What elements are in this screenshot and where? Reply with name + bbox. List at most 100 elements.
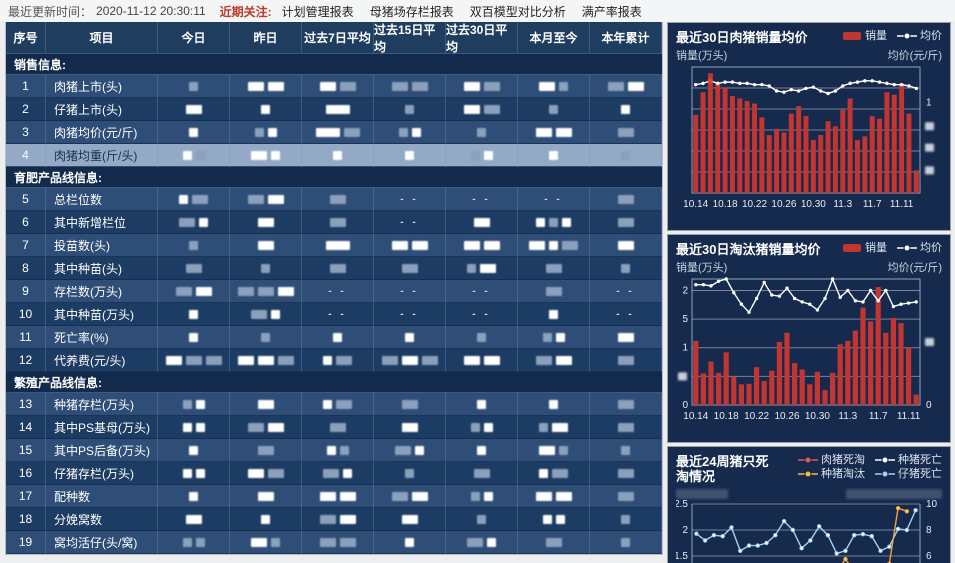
legend-item[interactable]: 种猪死亡 [875, 453, 942, 467]
row-number: 2 [6, 98, 46, 121]
table-row[interactable]: 2 仔猪上市(头) [6, 98, 662, 121]
redacted-blob [529, 240, 545, 250]
table-row[interactable]: 6 其中新增栏位 - - [6, 211, 662, 234]
table-row[interactable]: 5 总栏位数 - - - - - - [6, 188, 662, 211]
column-header: 本年累计 [590, 22, 662, 54]
table-row[interactable]: 4 肉猪均重(斤/头) [6, 144, 662, 167]
row-number: 14 [6, 416, 46, 439]
redacted-blob [179, 194, 188, 204]
redacted-value-cell [518, 121, 590, 144]
redacted-value-cell [518, 508, 590, 531]
redacted-blob [607, 81, 624, 91]
weekly-mortality-chart: 2.5 10 2 8 1.5 6 [676, 500, 938, 563]
redacted-blob [617, 217, 634, 227]
redacted-blob [617, 422, 634, 432]
nav-link-report[interactable]: 计划管理报表 [281, 4, 354, 19]
redacted-value-cell [374, 234, 446, 257]
table-row[interactable]: 13 种猪存栏(万头) [6, 393, 662, 416]
row-number: 13 [6, 393, 46, 416]
svg-text:10.18: 10.18 [714, 411, 739, 422]
redacted-blob [329, 217, 346, 227]
redacted-blob [182, 150, 192, 160]
redacted-blob [617, 399, 634, 409]
redacted-value-cell [230, 349, 302, 372]
redacted-blob [189, 127, 198, 137]
table-row[interactable]: 17 配种数 [6, 485, 662, 508]
redacted-blob [483, 240, 500, 250]
legend-item[interactable]: 肉猪死淘 [798, 453, 865, 467]
redacted-value-cell [446, 349, 518, 372]
table-row[interactable]: 12 代养费(元/头) [6, 349, 662, 372]
chart-legend: 肉猪死淘 种猪死亡 种猪淘汰 仔猪死亡 [777, 453, 942, 481]
table-row[interactable]: 3 肉猪均价(元/斤) [6, 121, 662, 144]
redacted-value-cell [230, 75, 302, 98]
legend-item[interactable]: 销量 [842, 29, 887, 43]
redacted-value-cell [590, 211, 662, 234]
table-row[interactable]: 9 存栏数(万头) - - - - - - - - [6, 280, 662, 303]
redacted-blob [470, 491, 480, 501]
redacted-blob [549, 104, 558, 114]
redacted-blob [535, 491, 552, 501]
table-row[interactable]: 10 其中种苗(万头) - - - - - - - - [6, 303, 662, 326]
redacted-blob [267, 127, 277, 137]
redacted-blob [552, 468, 568, 478]
legend-label: 种猪淘汰 [821, 468, 865, 480]
redacted-blob [189, 491, 198, 501]
table-row[interactable]: 7 投苗数(头) [6, 234, 662, 257]
legend-label: 销量 [865, 30, 887, 42]
redacted-blob [326, 445, 336, 455]
redacted-value-cell [518, 349, 590, 372]
redacted-value-cell [302, 462, 374, 485]
table-row[interactable]: 15 其中PS后备(万头) [6, 439, 662, 462]
redacted-blob [411, 127, 421, 137]
nav-link-report[interactable]: 母猪场存栏报表 [369, 4, 454, 19]
redacted-value-cell [374, 257, 446, 280]
redacted-value-cell [446, 531, 518, 554]
redacted-blob [339, 537, 356, 547]
redacted-blob [621, 104, 630, 114]
redacted-blob [182, 537, 192, 547]
no-data-dashes: - - [400, 216, 419, 228]
legend-item[interactable]: 均价 [897, 29, 942, 43]
row-number: 3 [6, 121, 46, 144]
svg-text:0: 0 [682, 400, 688, 411]
svg-text:8: 8 [926, 525, 932, 536]
table-row[interactable]: 1 肉猪上市(头) [6, 75, 662, 98]
legend-item[interactable]: 销量 [842, 241, 887, 255]
column-header: 项目 [46, 22, 158, 54]
column-header: 今日 [158, 22, 230, 54]
redacted-value-cell [374, 98, 446, 121]
redacted-value-cell [302, 393, 374, 416]
redacted-value-cell [374, 508, 446, 531]
redacted-value-cell [158, 98, 230, 121]
table-row[interactable]: 18 分娩窝数 [6, 508, 662, 531]
row-label: 分娩窝数 [46, 508, 158, 531]
no-data-dashes: - - [544, 193, 563, 205]
redacted-blob [398, 127, 408, 137]
redacted-blob [480, 263, 496, 273]
row-label: 其中PS基母(万头) [46, 416, 158, 439]
redacted-value-cell [230, 257, 302, 280]
redacted-value-cell [446, 234, 518, 257]
line-dot-icon [798, 470, 818, 478]
redacted-blob [401, 263, 418, 273]
table-row[interactable]: 11 死亡率(%) [6, 326, 662, 349]
legend-item[interactable]: 仔猪死亡 [875, 467, 942, 481]
nav-link-report[interactable]: 满产率报表 [581, 4, 642, 19]
redacted-value-cell [158, 462, 230, 485]
nav-link-report[interactable]: 双百模型对比分析 [469, 4, 566, 19]
redacted-blob [411, 491, 428, 501]
redacted-value-cell [446, 508, 518, 531]
table-row[interactable]: 14 其中PS基母(万头) [6, 416, 662, 439]
legend-item[interactable]: 均价 [897, 241, 942, 255]
redacted-value-cell [302, 144, 374, 167]
redacted-value-cell [302, 75, 374, 98]
redacted-value-cell [302, 98, 374, 121]
table-row[interactable]: 19 窝均活仔(头/窝) [6, 531, 662, 554]
redacted-blob [617, 332, 634, 342]
table-row[interactable]: 16 仔猪存栏(万头) [6, 462, 662, 485]
legend-item[interactable]: 种猪淘汰 [798, 467, 865, 481]
table-row[interactable]: 8 其中种苗(头) [6, 257, 662, 280]
legend-label: 肉猪死淘 [821, 454, 865, 466]
redacted-blob [195, 150, 205, 160]
